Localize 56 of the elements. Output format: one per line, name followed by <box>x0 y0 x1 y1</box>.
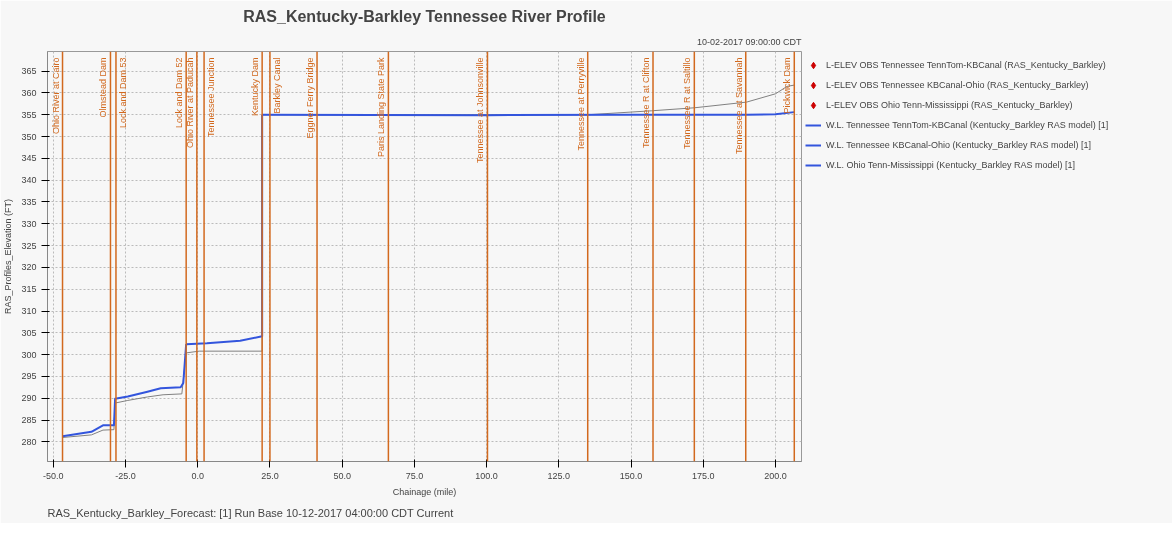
x-tick-label: 200.0 <box>764 470 787 481</box>
y-tick-label: 300 <box>21 349 37 360</box>
y-tick-label: 355 <box>21 109 37 120</box>
legend-label: W.L. Ohio Tenn-Mississippi (Kentucky_Barkley RAS model) [1] <box>826 160 1075 170</box>
y-axis-title: RAS_Profiles_Elevation (FT) <box>3 198 14 315</box>
text: RAS_Kentucky_Barkley_Forecast: [1] Run Base 10-12-2017 04:00:00 CDT Current <box>47 506 454 519</box>
y-tick-label: 330 <box>21 218 37 229</box>
ref-line-label: Tennessee R at Clifton <box>641 57 652 149</box>
ref-line-label: Lock and Dam 53 <box>117 57 128 129</box>
x-tick-label: 0.0 <box>191 470 204 481</box>
ref-line-label: Tennessee at Johnsonville <box>475 57 486 164</box>
ref-line-label: Tennessee at Savannah <box>733 57 744 155</box>
chart-title: RAS_Kentucky-Barkley Tennessee River Profile <box>243 7 606 25</box>
text: 10-02-2017 09:00:00 CDT <box>696 36 802 47</box>
ref-line-label: Barkley Canal <box>271 57 282 114</box>
x-tick-label: 150.0 <box>619 470 643 481</box>
y-tick-label: 325 <box>21 240 37 251</box>
ref-line-label: Ohio River at Paducah <box>184 57 195 149</box>
y-tick-label: 310 <box>21 306 37 317</box>
y-tick-label: 340 <box>21 175 37 186</box>
legend-label: W.L. Tennessee KBCanal-Ohio (Kentucky_Barkley RAS model) [1] <box>826 140 1091 150</box>
ref-line-label: Tennessee Junction <box>206 57 217 138</box>
x-tick-label: 25.0 <box>261 470 279 481</box>
y-tick-label: 285 <box>21 415 37 426</box>
y-tick-label: 345 <box>21 153 37 164</box>
legend-label: L-ELEV OBS Tennessee KBCanal-Ohio (RAS_Kentucky_Barkley) <box>826 80 1089 90</box>
ref-line-label: Olmstead Dam <box>98 57 109 118</box>
y-tick-label: 295 <box>21 371 37 382</box>
x-tick-label: 75.0 <box>405 470 424 481</box>
y-tick-label: 335 <box>21 196 37 207</box>
x-tick-label: 125.0 <box>547 470 571 481</box>
x-tick-label: 175.0 <box>692 470 715 481</box>
legend-label: W.L. Tennessee TennTom-KBCanal (Kentucky_Barkley RAS model) [1] <box>826 120 1109 130</box>
y-tick-label: 280 <box>21 436 37 447</box>
ref-line-label: Lock and Dam 52 <box>174 57 185 129</box>
ref-line-label: Eggner Ferry Bridge <box>305 57 316 139</box>
x-tick-label: -50.0 <box>43 470 64 481</box>
ref-line-label: Pickwick Dam <box>782 57 793 114</box>
y-tick-label: 365 <box>21 66 37 77</box>
y-tick-label: 315 <box>21 284 37 295</box>
x-tick-label: -25.0 <box>115 470 136 481</box>
y-tick-label: 320 <box>21 262 37 273</box>
x-tick-label: 100.0 <box>475 470 498 481</box>
ref-line-label: Ohio River at Cairo <box>50 57 61 135</box>
ref-line-label: Kentucky Dam <box>250 57 261 117</box>
x-tick-label: 50.0 <box>333 470 351 481</box>
y-tick-label: 305 <box>21 327 37 338</box>
x-axis-title: Chainage (mile) <box>392 486 457 497</box>
y-tick-label: 290 <box>21 393 37 404</box>
legend-label: L-ELEV OBS Tennessee TennTom-KBCanal (RAS_Kentucky_Barkley) <box>826 60 1106 70</box>
ref-line-label: Paris Landing State Park <box>376 57 387 158</box>
y-tick-label: 350 <box>21 131 37 142</box>
ref-line-label: Tennessee R at Saltillo <box>682 57 693 150</box>
legend-label: L-ELEV OBS Ohio Tenn-Mississippi (RAS_Kentucky_Barkley) <box>826 100 1073 110</box>
y-tick-label: 360 <box>21 87 37 98</box>
ref-line-label: Tennessee at Perryville <box>575 57 586 151</box>
